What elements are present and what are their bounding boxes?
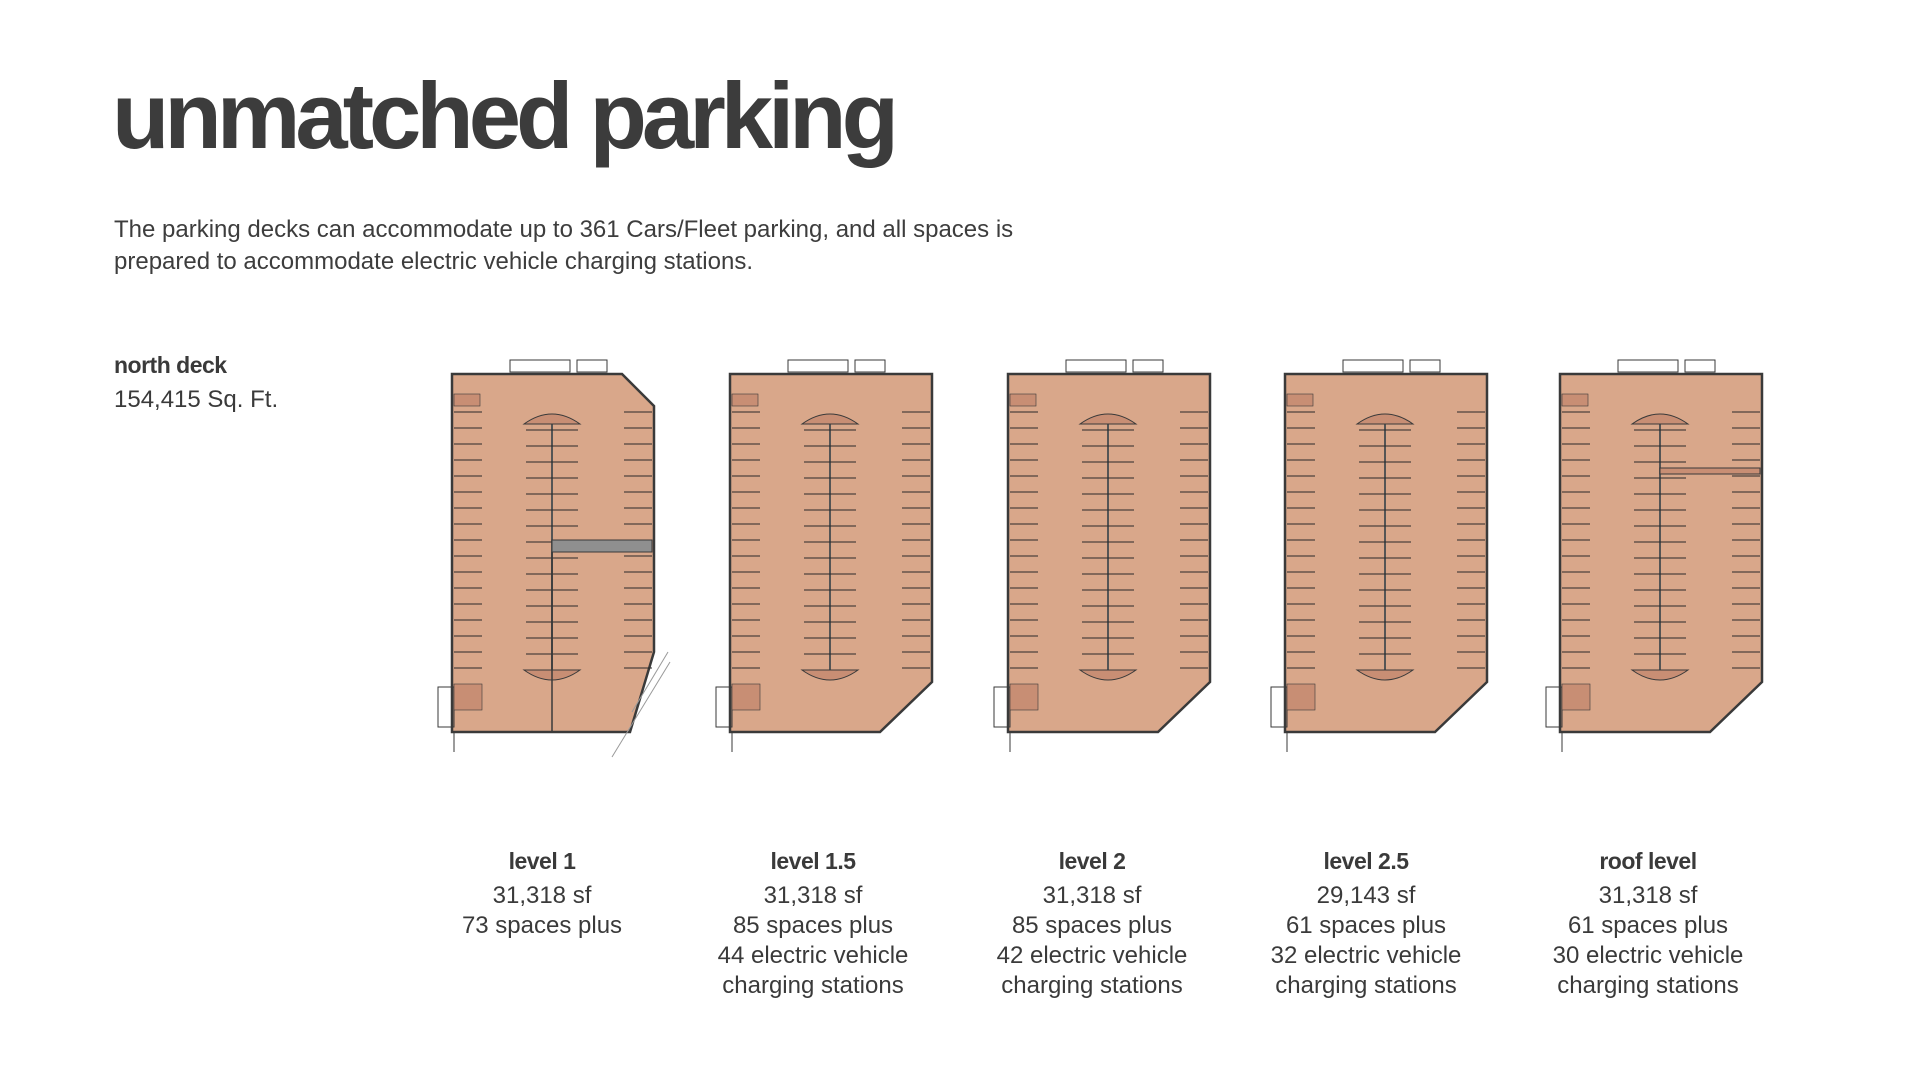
stair-box — [576, 359, 608, 373]
stair-box — [509, 359, 571, 373]
ramp-end — [800, 413, 860, 425]
stair-box — [854, 359, 886, 373]
hatched-area — [453, 393, 481, 407]
level-spaces: 73 spaces plus — [461, 912, 623, 939]
level-caption-1: level 1 31,318 sf 73 spaces plus — [402, 846, 682, 941]
ramp-end — [800, 669, 860, 681]
level-caption-2: level 2 31,318 sf 85 spaces plus 42 elec… — [952, 846, 1232, 1001]
floor-plan-level-1-5 — [710, 352, 950, 788]
ramp-end — [1630, 669, 1690, 681]
ramp-end — [1078, 413, 1138, 425]
ramp-end — [1630, 413, 1690, 425]
connector-bar — [551, 539, 653, 553]
ramp-end — [1355, 413, 1415, 425]
level-spaces: 85 spaces plus — [1011, 912, 1173, 939]
level-ev-label: charging stations — [1557, 972, 1739, 999]
ramp-end — [1355, 669, 1415, 681]
hatched-area — [1561, 393, 1589, 407]
floor-plan-level-2-5 — [1265, 352, 1505, 788]
page-title: unmatched parking — [112, 63, 899, 168]
hatched-area — [1286, 683, 1316, 711]
level-area: 31,318 sf — [1042, 882, 1142, 909]
level-ev-count: 32 electric vehicle — [1270, 942, 1462, 969]
stair-box — [1617, 359, 1679, 373]
level-caption-2-5: level 2.5 29,143 sf 61 spaces plus 32 el… — [1226, 846, 1506, 1001]
deck-area: 154,415 Sq. Ft. — [114, 386, 279, 413]
level-name: level 1 — [508, 848, 576, 874]
ramp-end — [522, 413, 582, 425]
stair-box — [1409, 359, 1441, 373]
level-area: 31,318 sf — [763, 882, 863, 909]
stair-box — [787, 359, 849, 373]
level-name: level 1.5 — [770, 848, 856, 874]
hatched-area — [731, 683, 761, 711]
level-name: level 2 — [1058, 848, 1126, 874]
level-ev-label: charging stations — [1001, 972, 1183, 999]
stair-box — [1342, 359, 1404, 373]
level-area: 29,143 sf — [1316, 882, 1416, 909]
level-ev-label: charging stations — [1275, 972, 1457, 999]
level-caption-roof: roof level 31,318 sf 61 spaces plus 30 e… — [1508, 846, 1788, 1001]
connector-bar — [1659, 467, 1761, 475]
floor-plan-level-2 — [988, 352, 1228, 788]
level-spaces: 85 spaces plus — [732, 912, 894, 939]
stair-box — [1065, 359, 1127, 373]
road-line — [631, 651, 669, 713]
level-ev-count: 42 electric vehicle — [996, 942, 1188, 969]
level-name: roof level — [1599, 848, 1697, 874]
level-spaces: 61 spaces plus — [1567, 912, 1729, 939]
level-ev-count: 44 electric vehicle — [717, 942, 909, 969]
hatched-area — [1286, 393, 1314, 407]
level-name: level 2.5 — [1323, 848, 1409, 874]
road-line — [611, 661, 671, 758]
floor-plan-level-1 — [432, 352, 672, 788]
hatched-area — [731, 393, 759, 407]
intro-paragraph: The parking decks can accommodate up to … — [114, 216, 1014, 275]
level-area: 31,318 sf — [1598, 882, 1698, 909]
deck-name: north deck — [114, 352, 227, 378]
hatched-area — [1009, 393, 1037, 407]
stair-box — [1684, 359, 1716, 373]
level-caption-1-5: level 1.5 31,318 sf 85 spaces plus 44 el… — [673, 846, 953, 1001]
level-ev-count: 30 electric vehicle — [1552, 942, 1744, 969]
level-ev-label: charging stations — [722, 972, 904, 999]
hatched-area — [1009, 683, 1039, 711]
hatched-area — [453, 683, 483, 711]
hatched-area — [1561, 683, 1591, 711]
level-spaces: 61 spaces plus — [1285, 912, 1447, 939]
level-area: 31,318 sf — [492, 882, 592, 909]
ramp-end — [1078, 669, 1138, 681]
stair-box — [1132, 359, 1164, 373]
floor-plan-roof-level — [1540, 352, 1780, 788]
